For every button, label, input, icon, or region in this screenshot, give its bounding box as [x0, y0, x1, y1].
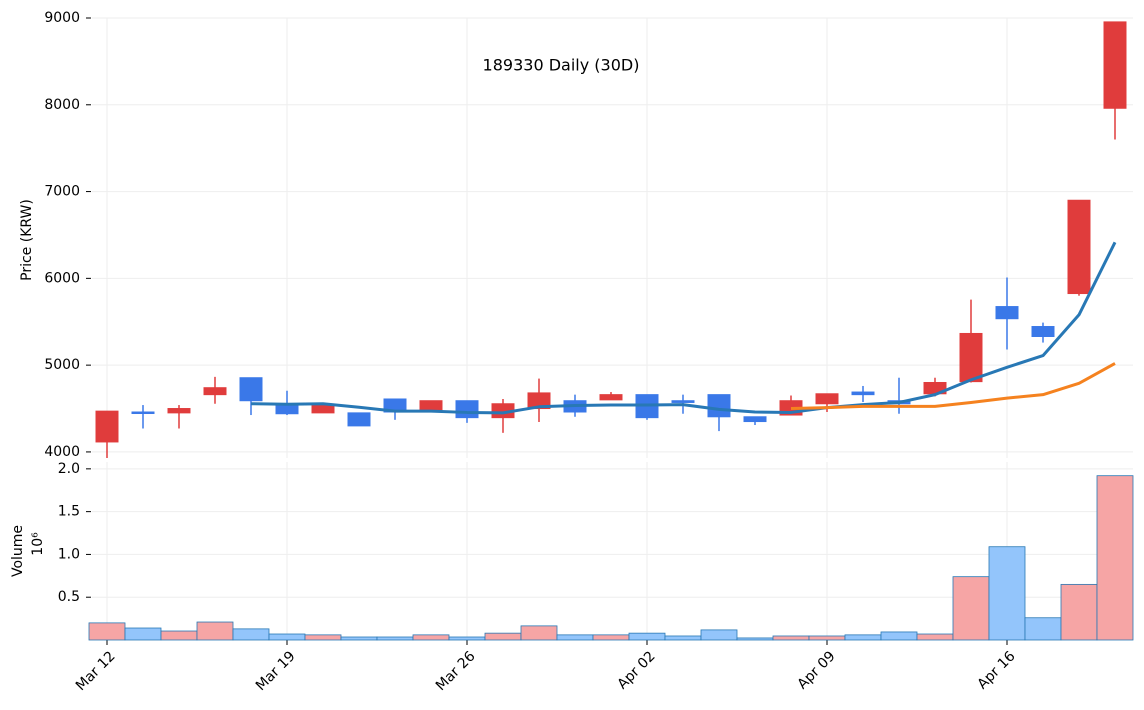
volume-bar — [592, 634, 630, 641]
volume-bar — [1060, 583, 1098, 641]
volume-offset-label: 10⁶ — [30, 532, 46, 556]
x-tick-label: Mar 19 — [253, 648, 299, 694]
candle-body — [671, 400, 695, 403]
candle-body — [347, 412, 371, 427]
volume-bar — [628, 632, 666, 641]
volume-bar — [1096, 475, 1134, 641]
candle-body — [599, 394, 623, 401]
volume-bar — [520, 625, 558, 641]
volume-bar — [700, 629, 738, 641]
candle-body — [455, 400, 479, 419]
x-tick-label: Apr 02 — [614, 648, 658, 692]
y-tick-label: 1.5 — [58, 504, 80, 520]
volume-bar — [808, 635, 846, 641]
volume-bar — [1024, 617, 1062, 641]
candle-body — [419, 400, 443, 412]
chart-title: 189330 Daily (30D) — [483, 56, 640, 75]
candle-body — [1103, 21, 1127, 109]
y-tick-label: 8000 — [44, 97, 80, 113]
y-tick-label: 5000 — [44, 357, 80, 373]
candle-body — [959, 332, 983, 383]
x-tick-label: Apr 09 — [794, 648, 838, 692]
y-tick-label: 0.5 — [58, 589, 80, 605]
candle-body — [1031, 326, 1055, 338]
moving-average-line — [250, 241, 1117, 415]
volume-bar — [448, 636, 486, 641]
y-tick-label: 7000 — [44, 184, 80, 200]
x-tick-label: Apr 16 — [974, 648, 1018, 692]
volume-bar — [664, 635, 702, 641]
y-tick-label: 9000 — [44, 10, 80, 26]
y-tick-label: 1.0 — [58, 546, 80, 562]
volume-bar — [988, 546, 1026, 641]
volume-bar — [160, 630, 198, 641]
volume-bar — [880, 631, 918, 641]
y-axis-label: Price (KRW) — [19, 199, 35, 281]
y-tick-label: 6000 — [44, 270, 80, 286]
volume-bar — [304, 634, 342, 641]
candle-body — [95, 410, 119, 443]
volume-bar — [484, 632, 522, 641]
candle-body — [1067, 199, 1091, 295]
moving-average-line — [790, 362, 1116, 411]
volume-bar — [340, 636, 378, 641]
candle-body — [815, 393, 839, 405]
candle-body — [239, 377, 263, 402]
volume-bar — [916, 633, 954, 641]
volume-bar — [736, 637, 774, 641]
y-tick-label: 4000 — [44, 444, 80, 460]
candle-body — [743, 416, 767, 423]
volume-axis-label: Volume — [10, 525, 26, 577]
candle-body — [527, 392, 551, 410]
y-tick-label: 2.0 — [58, 461, 80, 477]
volume-bar — [844, 634, 882, 641]
volume-bar — [952, 576, 990, 641]
volume-bar — [376, 636, 414, 641]
x-tick-label: Mar 26 — [433, 648, 479, 694]
x-tick-label: Mar 12 — [73, 648, 119, 694]
volume-bar — [772, 635, 810, 641]
volume-bar — [196, 621, 234, 641]
volume-bar — [556, 634, 594, 641]
volume-bar — [412, 634, 450, 641]
candle-body — [995, 306, 1019, 320]
volume-bar — [124, 627, 162, 641]
volume-bar — [88, 622, 126, 641]
volume-bar — [268, 633, 306, 641]
candle-body — [851, 391, 875, 396]
candle-body — [131, 411, 155, 415]
volume-bar — [232, 628, 270, 641]
candle-body — [203, 387, 227, 396]
candle-body — [167, 408, 191, 414]
candle-body — [707, 394, 731, 418]
